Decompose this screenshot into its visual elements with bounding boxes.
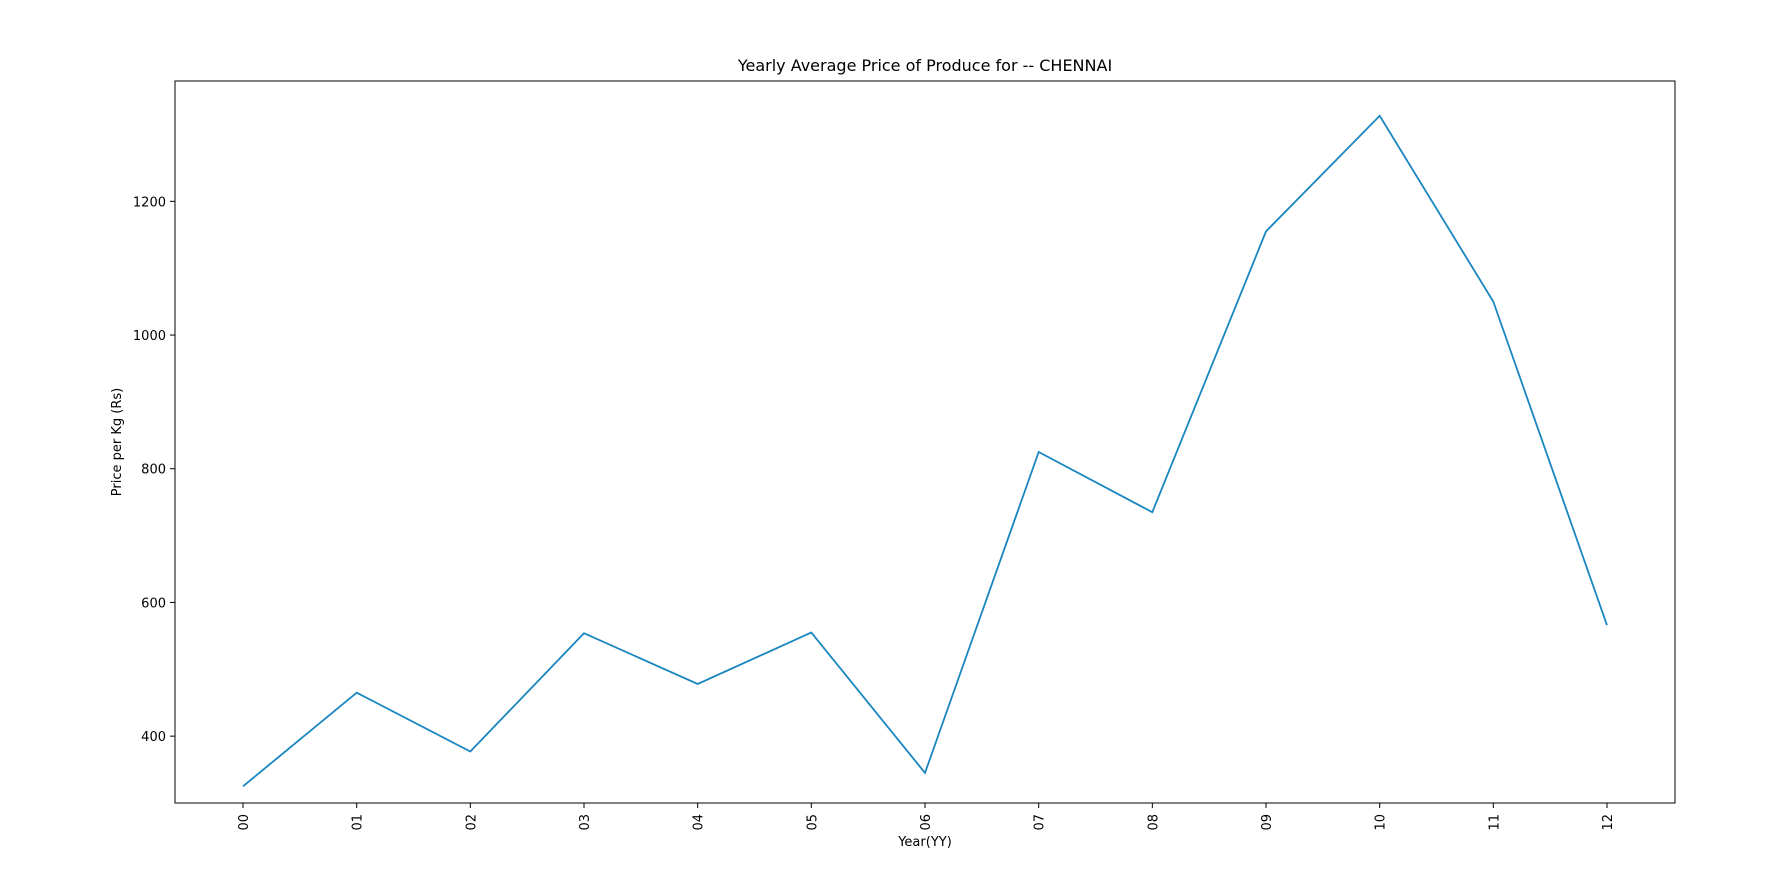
y-tick-label: 1200: [133, 195, 166, 210]
y-tick-label: 800: [141, 463, 166, 478]
y-axis: 400 600 800 1000 1200: [133, 195, 175, 745]
y-tick-label: 1000: [133, 329, 166, 344]
x-tick-label: 11: [1487, 814, 1502, 831]
series-layer: [242, 114, 1608, 787]
x-tick-label: 10: [1374, 814, 1389, 831]
x-tick-label: 06: [919, 814, 934, 831]
y-axis-label: Price per Kg (Rs): [110, 388, 125, 496]
x-axis-label: Year(YY): [897, 835, 952, 850]
series-line: [242, 114, 1608, 787]
x-tick-label: 00: [237, 814, 252, 831]
x-tick-label: 02: [464, 814, 479, 831]
x-axis: 00 01 02 03 04 05 06 07 08 09 10 11 12: [237, 803, 1616, 831]
x-tick-label: 05: [805, 814, 820, 831]
x-tick-label: 08: [1146, 814, 1161, 831]
x-tick-label: 09: [1260, 814, 1275, 831]
x-tick-label: 01: [351, 814, 366, 831]
chart-title: Yearly Average Price of Produce for -- C…: [737, 56, 1112, 75]
y-tick-label: 400: [141, 730, 166, 745]
plot-area: [174, 80, 1676, 804]
x-tick-label: 03: [578, 814, 593, 831]
x-tick-label: 04: [692, 814, 707, 831]
x-tick-label: 12: [1601, 814, 1616, 831]
x-tick-label: 07: [1033, 814, 1048, 831]
y-tick-label: 600: [141, 596, 166, 611]
